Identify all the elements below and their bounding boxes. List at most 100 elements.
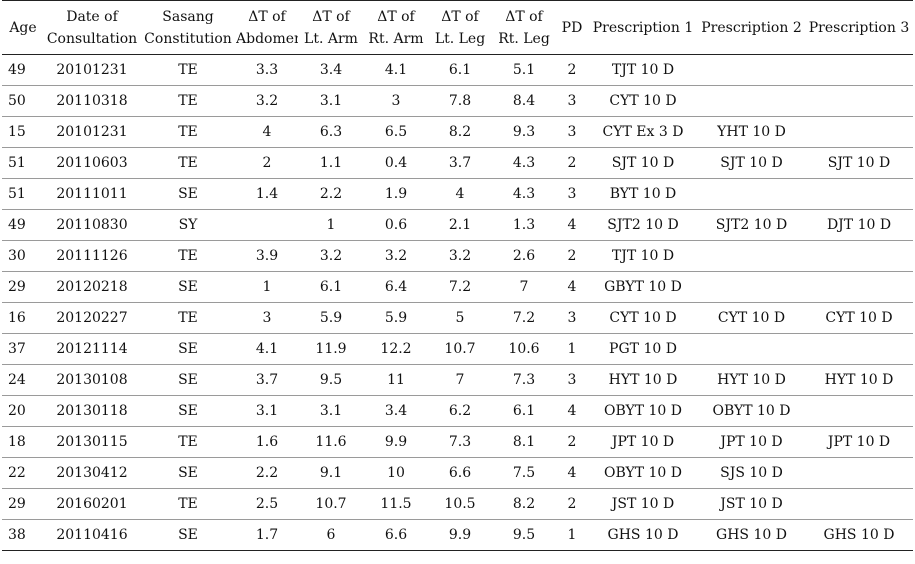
table-cell-dt-abdomen: 2.2 xyxy=(236,457,298,489)
table-cell-date-of-consultation: 20111011 xyxy=(44,178,140,210)
table-cell-dt-rt-arm: 3 xyxy=(364,85,428,117)
table-cell-pd: 2 xyxy=(556,240,588,272)
table-cell-prescription-2: GHS 10 D xyxy=(698,519,805,551)
table-row: 22 20130412 SE 2.2 9.1 10 6.6 7.5 4 OBYT 10 D SJS … xyxy=(2,457,913,489)
table-row: 49 20101231 TE 3.3 3.4 4.1 6.1 5.1 2 TJT 10 D xyxy=(2,54,913,86)
column-header-line: ΔT of xyxy=(441,8,479,25)
table-cell-dt-rt-arm: 3.4 xyxy=(364,395,428,427)
column-header-line: ΔT of xyxy=(505,8,543,25)
table-cell-dt-lt-leg: 3.2 xyxy=(428,240,492,272)
table-cell-prescription-3: DJT 10 D xyxy=(805,209,913,241)
table-cell-dt-lt-leg: 5 xyxy=(428,302,492,334)
table-cell-dt-rt-leg: 1.3 xyxy=(492,209,556,241)
table-cell-sasang-constitution: TE xyxy=(140,116,236,148)
table-cell-pd: 2 xyxy=(556,54,588,86)
table-cell-pd: 3 xyxy=(556,116,588,148)
table-cell-date-of-consultation: 20110603 xyxy=(44,147,140,179)
table-cell-date-of-consultation: 20101231 xyxy=(44,116,140,148)
table-cell-dt-abdomen: 2.5 xyxy=(236,488,298,520)
table-cell-prescription-2: YHT 10 D xyxy=(698,116,805,148)
table-cell-prescription-2: SJS 10 D xyxy=(698,457,805,489)
table-cell-date-of-consultation: 20130412 xyxy=(44,457,140,489)
column-header-prescription-1: Prescription 1 xyxy=(588,1,698,55)
table-cell-dt-abdomen: 1.6 xyxy=(236,426,298,458)
table-cell-dt-lt-arm: 6 xyxy=(298,519,364,551)
table-cell-prescription-2: SJT2 10 D xyxy=(698,209,805,241)
column-header-prescription-2: Prescription 2 xyxy=(698,1,805,55)
table-cell-date-of-consultation: 20110318 xyxy=(44,85,140,117)
table-cell-prescription-2 xyxy=(698,271,805,303)
table-cell-prescription-1: SJT2 10 D xyxy=(588,209,698,241)
column-header-dt-lt-arm: ΔT of Lt. Arm xyxy=(298,1,364,55)
table-cell-prescription-3 xyxy=(805,240,913,272)
table-row: 51 20111011 SE 1.4 2.2 1.9 4 4.3 3 BYT 10 D xyxy=(2,178,913,210)
table-cell-dt-lt-arm: 3.4 xyxy=(298,54,364,86)
table-cell-dt-lt-arm: 10.7 xyxy=(298,488,364,520)
table-cell-prescription-1: BYT 10 D xyxy=(588,178,698,210)
table-cell-prescription-1: OBYT 10 D xyxy=(588,395,698,427)
table-cell-sasang-constitution: SE xyxy=(140,178,236,210)
table-cell-dt-abdomen: 4 xyxy=(236,116,298,148)
table-cell-dt-rt-arm: 5.9 xyxy=(364,302,428,334)
table-cell-dt-lt-arm: 6.3 xyxy=(298,116,364,148)
table-cell-pd: 4 xyxy=(556,209,588,241)
table-cell-dt-rt-leg: 4.3 xyxy=(492,178,556,210)
table-cell-sasang-constitution: TE xyxy=(140,240,236,272)
table-cell-pd: 1 xyxy=(556,519,588,551)
table-cell-dt-lt-arm: 3.2 xyxy=(298,240,364,272)
table-cell-sasang-constitution: TE xyxy=(140,488,236,520)
column-header-line: Age xyxy=(9,19,37,36)
table-cell-age: 49 xyxy=(2,209,44,241)
table-cell-prescription-2 xyxy=(698,178,805,210)
table-cell-sasang-constitution: TE xyxy=(140,147,236,179)
table-cell-sasang-constitution: SE xyxy=(140,271,236,303)
table-cell-prescription-1: CYT 10 D xyxy=(588,302,698,334)
table-cell-prescription-2: HYT 10 D xyxy=(698,364,805,396)
table-cell-sasang-constitution: TE xyxy=(140,302,236,334)
table-cell-date-of-consultation: 20130108 xyxy=(44,364,140,396)
table-cell-dt-abdomen: 3.9 xyxy=(236,240,298,272)
table-cell-dt-abdomen: 2 xyxy=(236,147,298,179)
table-cell-dt-lt-arm: 11.6 xyxy=(298,426,364,458)
table-row: 38 20110416 SE 1.7 6 6.6 9.9 9.5 1 GHS 10 D GHS 10… xyxy=(2,519,913,551)
table-cell-prescription-3 xyxy=(805,178,913,210)
table-cell-prescription-3 xyxy=(805,488,913,520)
table-cell-prescription-3 xyxy=(805,395,913,427)
column-header-line: Rt. Leg xyxy=(498,30,550,47)
column-header-line: Lt. Leg xyxy=(434,30,486,47)
table-cell-prescription-3 xyxy=(805,333,913,365)
table-cell-dt-rt-leg: 5.1 xyxy=(492,54,556,86)
table-cell-prescription-2 xyxy=(698,333,805,365)
column-header-line: PD xyxy=(561,19,583,36)
table-cell-prescription-3 xyxy=(805,54,913,86)
table-cell-age: 30 xyxy=(2,240,44,272)
table-cell-dt-lt-leg: 7 xyxy=(428,364,492,396)
table-cell-age: 16 xyxy=(2,302,44,334)
table-cell-dt-rt-arm: 6.6 xyxy=(364,519,428,551)
table-cell-age: 38 xyxy=(2,519,44,551)
table-cell-dt-rt-leg: 9.5 xyxy=(492,519,556,551)
table-cell-dt-abdomen xyxy=(236,209,298,241)
table-cell-dt-rt-leg: 6.1 xyxy=(492,395,556,427)
column-header-prescription-3: Prescription 3 xyxy=(805,1,913,55)
table-cell-sasang-constitution: SE xyxy=(140,333,236,365)
table-body: 49 20101231 TE 3.3 3.4 4.1 6.1 5.1 2 TJT 10 D 50 20… xyxy=(2,54,913,551)
column-header-line: ΔT of xyxy=(248,8,286,25)
table-cell-dt-lt-leg: 7.2 xyxy=(428,271,492,303)
column-header-date-of-consultation: Date of Consultation xyxy=(44,1,140,55)
table-cell-dt-rt-arm: 9.9 xyxy=(364,426,428,458)
table-cell-pd: 4 xyxy=(556,271,588,303)
table-cell-dt-lt-arm: 3.1 xyxy=(298,395,364,427)
table-cell-pd: 3 xyxy=(556,302,588,334)
table-cell-sasang-constitution: SE xyxy=(140,395,236,427)
table-cell-dt-rt-leg: 8.1 xyxy=(492,426,556,458)
table-header: Age Date of Consultation Sasang Constitution… xyxy=(2,0,913,55)
table-cell-prescription-2: SJT 10 D xyxy=(698,147,805,179)
table-cell-dt-rt-leg: 7.2 xyxy=(492,302,556,334)
table-cell-dt-rt-leg: 7.5 xyxy=(492,457,556,489)
table-cell-dt-abdomen: 3.1 xyxy=(236,395,298,427)
table-row: 24 20130108 SE 3.7 9.5 11 7 7.3 3 HYT 10 D HYT 10 … xyxy=(2,364,913,396)
table-cell-dt-lt-leg: 3.7 xyxy=(428,147,492,179)
table-cell-dt-lt-arm: 5.9 xyxy=(298,302,364,334)
